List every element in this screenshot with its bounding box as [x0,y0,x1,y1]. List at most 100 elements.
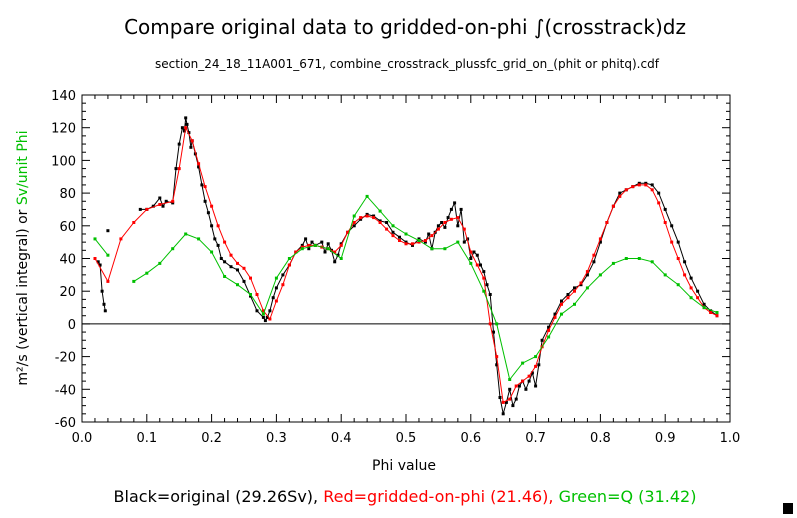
legend-black: Black=original (29.26Sv), [114,487,319,506]
original-point [263,319,267,323]
original-point [566,293,570,296]
original-point [670,224,674,228]
original-point [378,219,382,223]
series-Q [93,194,719,381]
gridded-on-phi-point [423,239,427,242]
gridded-on-phi-point [229,253,233,257]
gridded-on-phi-point [145,207,149,211]
Q-point [560,312,563,316]
original-point [440,221,444,224]
gridded-on-phi-point [132,221,136,224]
original-point [385,221,389,224]
original-point [479,263,482,267]
original-point [534,384,538,388]
gridded-on-phi-point [469,250,473,254]
original-point [517,384,521,388]
original-point [663,207,667,211]
Q-point [521,361,525,365]
original-point [644,181,648,185]
gridded-on-phi-point [624,188,628,192]
gridded-on-phi-point [689,286,693,290]
original-point [180,126,184,130]
original-point [427,232,431,236]
gridded-on-phi-point [307,243,311,247]
Q-point [547,335,551,339]
original-point [171,201,175,205]
original-point [485,283,489,287]
gridded-on-phi-point [236,261,239,265]
original-line [140,117,718,414]
series-gridded-on-phi [93,126,719,404]
original-point [249,294,252,298]
y-tick-label: 100 [51,154,76,169]
Q-point [352,214,356,218]
x-tick-label: 0.7 [525,431,546,446]
original-point [511,404,515,408]
gridded-on-phi-point [449,217,453,221]
original-point [229,265,233,269]
gridded-on-phi-point [255,293,259,296]
gridded-on-phi-point [210,204,214,208]
original-point [592,260,596,264]
Q-point [300,247,304,251]
original-point [304,237,308,241]
gridded-on-phi-point [365,214,369,218]
original-point [255,309,259,313]
gridded-on-phi-point [119,237,123,241]
original-point [206,211,210,215]
gridded-on-phi-point [242,266,246,270]
gridded-on-phi-point [287,263,291,267]
Q-point [611,261,615,265]
series-layer [93,116,719,416]
gridded-on-phi-point [547,328,551,332]
gridded-on-phi-point [197,162,201,166]
Q-point [456,240,460,244]
original-point [449,207,453,211]
original-point [683,260,687,264]
y-axis-label-black: m²/s (vertical integral) [15,228,31,385]
x-tick-label: 0.8 [590,431,611,446]
original-point [261,315,265,319]
x-tick-label: 0.6 [460,431,481,446]
gridded-on-phi-point [631,185,635,189]
x-tick-label: 0.0 [72,431,93,446]
original-point [320,240,324,244]
original-point [472,250,476,254]
original-point [456,224,460,228]
gridded-on-phi-point [190,139,194,143]
original-point [676,240,680,244]
Q-point [326,247,330,251]
gridded-on-phi-point [216,224,220,228]
original-point [417,237,421,241]
original-point [216,243,220,247]
y-axis-label-green: Sv/unit Phi [15,130,31,205]
gridded-on-phi-point [676,257,680,260]
original-point [404,240,408,244]
Q-point [365,194,369,198]
Q-point [236,283,239,287]
original-point [579,283,583,287]
Q-point [430,247,434,251]
gridded-on-phi-point [650,188,654,192]
gridded-on-phi-point [495,355,499,359]
x-tick-label: 0.5 [396,431,417,446]
original-point [281,273,285,277]
original-point [265,315,269,319]
original-point [203,199,207,203]
gridded-on-phi-point [294,250,298,254]
gridded-on-phi-point [300,245,304,249]
original-point [300,243,304,247]
gridded-on-phi-point [417,240,421,244]
y-tick-label: 80 [59,187,76,202]
Q-line [133,195,718,381]
gridded-on-phi-point [566,296,570,300]
original-point [100,289,104,293]
gridded-on-phi-line [94,126,718,404]
Q-point [313,243,317,247]
chart-subtitle: section_24_18_11A001_671, combine_crosst… [155,57,660,71]
original-point [573,286,576,290]
original-point [501,412,505,416]
gridded-on-phi-point [281,283,285,287]
Q-point [106,253,110,257]
y-tick-label: -40 [55,383,76,398]
